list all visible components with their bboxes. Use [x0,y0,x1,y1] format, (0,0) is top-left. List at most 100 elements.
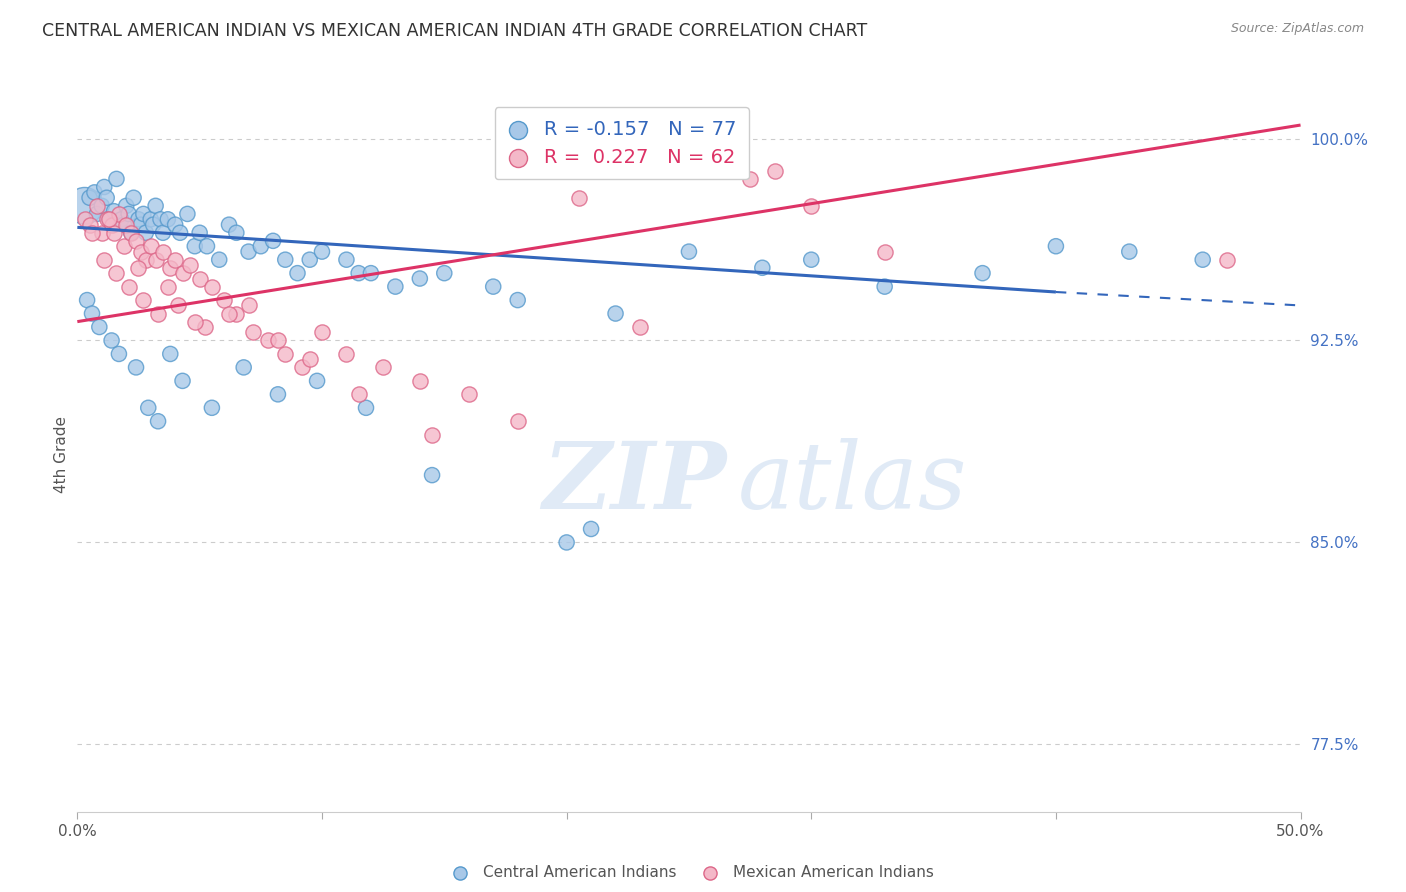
Text: atlas: atlas [738,439,967,528]
Point [73,212,96,227]
Point [274,252,297,267]
Point [176,207,198,221]
Text: CENTRAL AMERICAN INDIAN VS MEXICAN AMERICAN INDIAN 4TH GRADE CORRELATION CHART: CENTRAL AMERICAN INDIAN VS MEXICAN AMERI… [42,22,868,40]
Point [112,218,135,232]
Point [103,204,125,219]
Point [800,199,823,213]
Text: ZIP: ZIP [543,439,727,528]
Point [193,320,215,334]
Point [80,226,103,240]
Point [354,401,377,415]
Point [115,218,138,232]
Point [568,191,591,205]
Point [579,522,602,536]
Point [129,244,152,259]
Point [105,266,128,280]
Point [139,212,162,227]
Point [132,207,155,221]
Point [201,401,224,415]
Point [129,218,152,232]
Point [347,266,370,280]
Point [242,326,264,340]
Point [73,199,96,213]
Point [298,252,321,267]
Point [165,218,187,232]
Point [371,360,394,375]
Point [274,347,297,361]
Point [165,252,187,267]
Point [90,199,112,213]
Point [169,226,191,240]
Point [420,427,443,442]
Point [972,266,994,280]
Point [714,145,737,159]
Point [159,347,181,361]
Point [156,279,179,293]
Point [250,239,273,253]
Point [482,279,505,293]
Point [384,279,406,293]
Point [184,239,207,253]
Point [100,334,122,348]
Point [136,401,159,415]
Point [433,266,456,280]
Point [96,212,118,227]
Point [267,334,290,348]
Point [135,252,157,267]
Point [86,207,108,221]
Point [79,218,101,232]
Point [172,374,194,388]
Point [115,199,138,213]
Point [125,360,148,375]
Point [152,226,174,240]
Point [238,244,260,259]
Point [93,180,115,194]
Point [139,239,162,253]
Point [120,226,142,240]
Point [1216,252,1239,267]
Point [100,218,122,232]
Point [149,212,172,227]
Point [873,279,896,293]
Point [146,307,169,321]
Point [628,320,651,334]
Point [83,186,105,200]
Point [555,535,578,549]
Text: Source: ZipAtlas.com: Source: ZipAtlas.com [1230,22,1364,36]
Point [79,191,101,205]
Point [420,468,443,483]
Point [120,226,142,240]
Point [409,374,432,388]
Point [262,234,284,248]
Point [135,226,157,240]
Point [212,293,235,307]
Point [90,226,112,240]
Point [800,252,823,267]
Point [145,199,167,213]
Point [873,244,896,259]
Point [307,374,329,388]
Point [287,266,309,280]
Point [506,293,529,307]
Point [360,266,382,280]
Y-axis label: 4th Grade: 4th Grade [53,417,69,493]
Point [103,226,125,240]
Point [232,360,254,375]
Point [506,414,529,428]
Point [409,271,432,285]
Point [118,207,141,221]
Point [335,252,357,267]
Point [89,320,111,334]
Point [195,239,218,253]
Point [86,199,108,213]
Point [132,293,155,307]
Point [110,212,132,227]
Point [108,207,131,221]
Point [156,212,179,227]
Point [128,260,150,275]
Point [93,252,115,267]
Point [311,326,333,340]
Point [108,347,131,361]
Point [96,191,118,205]
Point [1118,244,1140,259]
